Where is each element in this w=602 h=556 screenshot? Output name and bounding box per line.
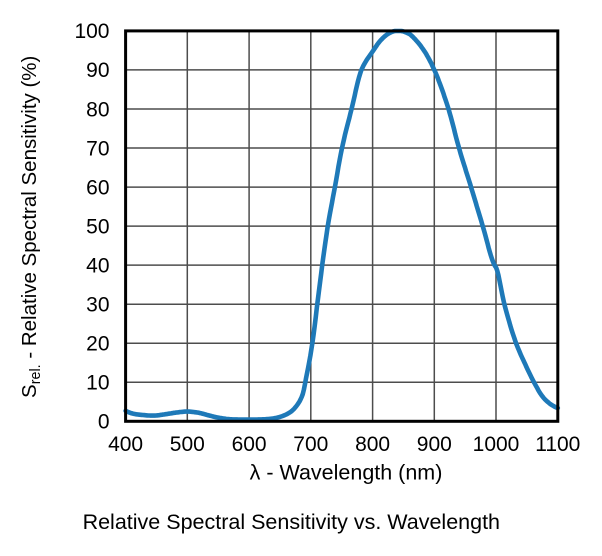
svg-text:30: 30: [86, 294, 109, 317]
svg-text:70: 70: [86, 137, 109, 160]
svg-text:60: 60: [86, 176, 109, 199]
svg-text:50: 50: [86, 215, 109, 238]
svg-text:Srel. - Relative Spectral Sens: Srel. - Relative Spectral Sensitivity (%…: [18, 56, 44, 398]
svg-text:1100: 1100: [535, 433, 580, 456]
svg-text:40: 40: [86, 254, 109, 277]
svg-text:1000: 1000: [473, 433, 520, 456]
svg-text:0: 0: [98, 411, 110, 434]
svg-text:900: 900: [417, 433, 452, 456]
svg-text:20: 20: [86, 333, 109, 356]
svg-text:600: 600: [232, 433, 267, 456]
svg-text:Relative Spectral Sensitivity: Relative Spectral Sensitivity vs. Wavele…: [83, 510, 500, 534]
svg-text:λ - Wavelength (nm): λ - Wavelength (nm): [250, 460, 443, 484]
svg-text:90: 90: [86, 59, 109, 82]
svg-text:700: 700: [293, 433, 328, 456]
svg-text:10: 10: [86, 372, 109, 395]
svg-text:800: 800: [355, 433, 390, 456]
svg-text:80: 80: [86, 98, 109, 121]
svg-text:500: 500: [170, 433, 205, 456]
svg-text:100: 100: [74, 20, 109, 43]
svg-text:400: 400: [108, 433, 143, 456]
